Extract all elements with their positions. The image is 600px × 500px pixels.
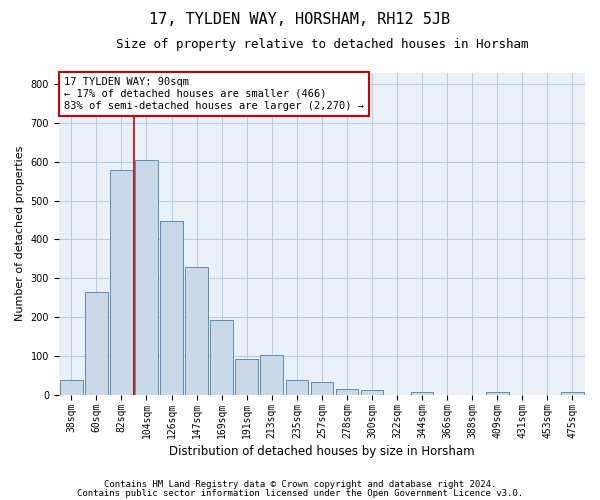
- Bar: [286, 380, 308, 394]
- Title: Size of property relative to detached houses in Horsham: Size of property relative to detached ho…: [116, 38, 528, 51]
- Y-axis label: Number of detached properties: Number of detached properties: [15, 146, 25, 322]
- Text: 17 TYLDEN WAY: 90sqm
← 17% of detached houses are smaller (466)
83% of semi-deta: 17 TYLDEN WAY: 90sqm ← 17% of detached h…: [64, 78, 364, 110]
- Bar: [561, 392, 584, 394]
- Bar: [361, 390, 383, 394]
- Bar: [486, 392, 509, 394]
- Bar: [335, 389, 358, 394]
- Bar: [160, 221, 183, 394]
- X-axis label: Distribution of detached houses by size in Horsham: Distribution of detached houses by size …: [169, 444, 475, 458]
- Bar: [211, 320, 233, 394]
- Text: Contains HM Land Registry data © Crown copyright and database right 2024.: Contains HM Land Registry data © Crown c…: [104, 480, 496, 489]
- Bar: [411, 392, 433, 394]
- Bar: [235, 359, 258, 394]
- Bar: [85, 292, 107, 394]
- Bar: [110, 170, 133, 394]
- Bar: [60, 380, 83, 394]
- Bar: [135, 160, 158, 394]
- Bar: [185, 268, 208, 394]
- Text: Contains public sector information licensed under the Open Government Licence v3: Contains public sector information licen…: [77, 488, 523, 498]
- Text: 17, TYLDEN WAY, HORSHAM, RH12 5JB: 17, TYLDEN WAY, HORSHAM, RH12 5JB: [149, 12, 451, 28]
- Bar: [311, 382, 333, 394]
- Bar: [260, 354, 283, 395]
